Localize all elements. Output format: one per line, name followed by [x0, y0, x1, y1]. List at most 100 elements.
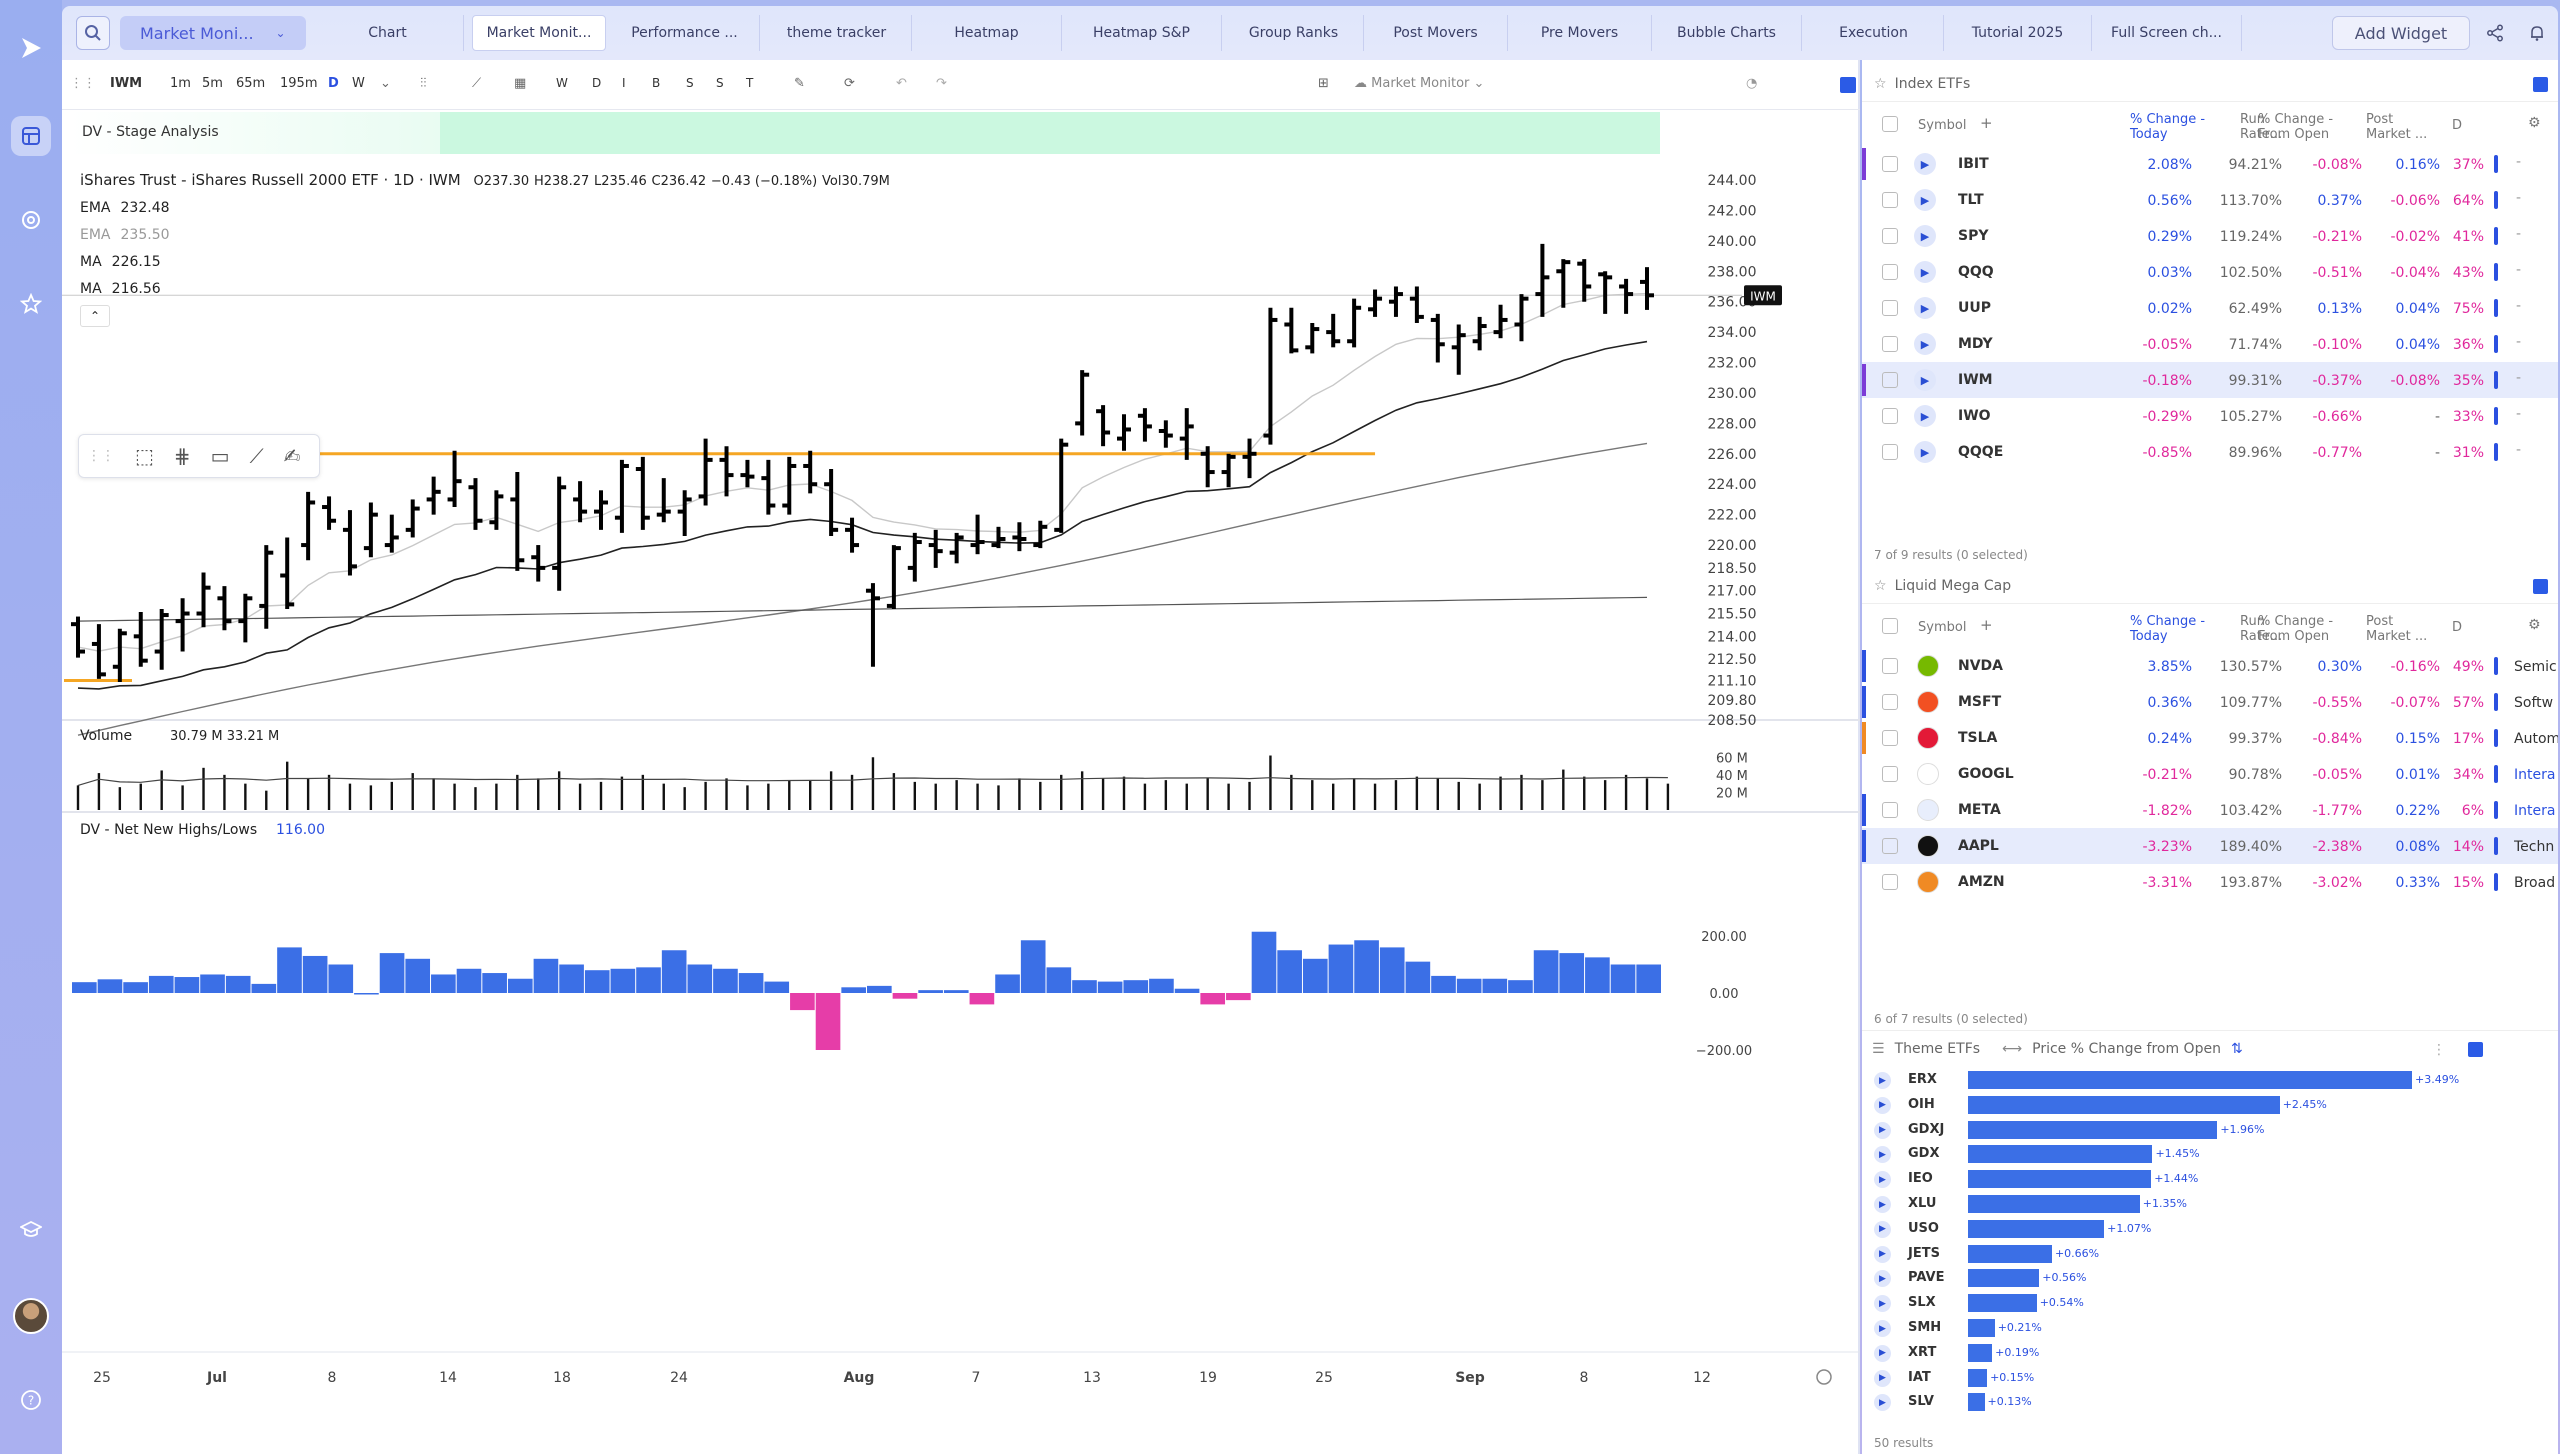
table-row[interactable]: ▶ IWO -0.29% 105.27% -0.66% -33% -: [1862, 398, 2558, 434]
play-icon[interactable]: ▶: [1874, 1196, 1891, 1213]
list-item[interactable]: ▶ JETS +0.66%: [1862, 1242, 2558, 1266]
table-row[interactable]: ▶ QQQE -0.85% 89.96% -0.77% -31% -: [1862, 434, 2558, 470]
list-item[interactable]: ▶ PAVE +0.56%: [1862, 1266, 2558, 1290]
share-icon[interactable]: [2480, 15, 2510, 51]
toolbar-letter-button[interactable]: B: [652, 76, 661, 90]
table-row[interactable]: ▶ MDY -0.05% 71.74% -0.10% 0.04% 36% -: [1862, 326, 2558, 362]
table-row[interactable]: ▶ UUP 0.02% 62.49% 0.13% 0.04% 75% -: [1862, 290, 2558, 326]
play-icon[interactable]: ▶: [1914, 369, 1936, 391]
column-header[interactable]: % Change - From Open: [2258, 614, 2334, 644]
symbol-field[interactable]: IWM: [110, 76, 143, 91]
toolbar-letter-button[interactable]: I: [622, 76, 626, 90]
line-tool-icon[interactable]: ⟋: [249, 444, 264, 468]
toolbar-letter-button[interactable]: W: [556, 76, 568, 90]
price-chart[interactable]: 244.00242.00240.00238.00236.00234.00232.…: [62, 156, 1860, 1454]
learn-icon[interactable]: [11, 1210, 51, 1250]
list-item[interactable]: ▶ IEO +1.44%: [1862, 1167, 2558, 1191]
row-checkbox[interactable]: [1882, 802, 1898, 818]
table-row[interactable]: ▶ SPY 0.29% 119.24% -0.21% -0.02% 41% -: [1862, 218, 2558, 254]
column-header[interactable]: Post Market ...: [2366, 614, 2428, 644]
column-header[interactable]: Post Market ...: [2366, 112, 2428, 142]
table-row[interactable]: AMZN -3.31% 193.87% -3.02% 0.33% 15% Broad: [1862, 864, 2558, 900]
row-checkbox[interactable]: [1882, 766, 1898, 782]
tab-item[interactable]: Pre Movers: [1508, 15, 1652, 51]
drag-handle-icon[interactable]: ⋮⋮: [87, 448, 115, 464]
pencil-icon[interactable]: ✎: [794, 76, 805, 91]
play-icon[interactable]: ▶: [1874, 1394, 1891, 1412]
play-icon[interactable]: ▶: [1914, 225, 1936, 247]
toolbar-letter-button[interactable]: S: [686, 76, 694, 90]
settings-icon[interactable]: [1816, 1369, 1832, 1385]
column-header[interactable]: Run Rate...: [2240, 614, 2283, 644]
add-column-icon[interactable]: +: [1980, 616, 1993, 634]
table-row[interactable]: META -1.82% 103.42% -1.77% 0.22% 6% Intera: [1862, 792, 2558, 828]
metric-select[interactable]: Price % Change from Open: [2032, 1040, 2221, 1057]
widget-color-icon[interactable]: [2468, 1042, 2483, 1057]
row-checkbox[interactable]: [1882, 372, 1898, 388]
play-icon[interactable]: ▶: [1874, 1295, 1891, 1313]
redo-icon[interactable]: ↷: [936, 76, 947, 91]
gear-icon[interactable]: ⚙: [2528, 115, 2541, 131]
interval-button[interactable]: D: [328, 76, 339, 91]
play-icon[interactable]: ▶: [1874, 1344, 1891, 1362]
tab-item[interactable]: Execution: [1804, 15, 1944, 51]
undo-icon[interactable]: ↶: [896, 76, 907, 91]
column-header[interactable]: D: [2452, 620, 2463, 635]
row-checkbox[interactable]: [1882, 300, 1898, 316]
play-icon[interactable]: ▶: [1914, 441, 1936, 463]
row-checkbox[interactable]: [1882, 336, 1898, 352]
tab-item[interactable]: Full Screen ch...: [2092, 15, 2242, 51]
row-checkbox[interactable]: [1882, 730, 1898, 746]
toolbar-letter-button[interactable]: D: [592, 76, 602, 90]
add-column-icon[interactable]: +: [1980, 114, 1993, 132]
play-icon[interactable]: ▶: [1874, 1220, 1891, 1238]
chart-toggle-icon[interactable]: ⟷: [2002, 1040, 2023, 1057]
list-item[interactable]: ▶ GDXJ +1.96%: [1862, 1118, 2558, 1142]
sort-icon[interactable]: ⇅: [2230, 1040, 2243, 1057]
list-item[interactable]: ▶ XRT +0.19%: [1862, 1341, 2558, 1365]
watchlist-icon[interactable]: [11, 284, 51, 324]
row-checkbox[interactable]: [1882, 156, 1898, 172]
indicators-icon[interactable]: ⫶⫶: [420, 76, 427, 91]
more-icon[interactable]: ⋮: [2432, 1042, 2446, 1058]
row-checkbox[interactable]: [1882, 838, 1898, 854]
list-item[interactable]: ▶ XLU +1.35%: [1862, 1192, 2558, 1216]
select-all-checkbox[interactable]: [1882, 618, 1898, 634]
interval-button[interactable]: W: [352, 76, 365, 91]
list-item[interactable]: ▶ GDX +1.45%: [1862, 1142, 2558, 1166]
play-icon[interactable]: ▶: [1874, 1245, 1891, 1263]
play-icon[interactable]: ▶: [1914, 153, 1936, 175]
play-icon[interactable]: ▶: [1874, 1320, 1891, 1337]
tab-item[interactable]: Chart: [312, 15, 464, 51]
list-item[interactable]: ▶ SMH +0.21%: [1862, 1316, 2558, 1340]
star-icon[interactable]: ☆: [1874, 75, 1887, 92]
row-checkbox[interactable]: [1882, 694, 1898, 710]
interval-button[interactable]: 1m: [170, 76, 191, 91]
panel-color-icon[interactable]: [1840, 77, 1856, 93]
chevron-down-icon[interactable]: ⌄: [380, 76, 391, 91]
bell-icon[interactable]: [2522, 15, 2552, 51]
row-checkbox[interactable]: [1882, 192, 1898, 208]
play-icon[interactable]: ▶: [1874, 1270, 1891, 1288]
play-icon[interactable]: ▶: [1874, 1072, 1891, 1089]
help-icon[interactable]: ?: [11, 1380, 51, 1420]
note-tool-icon[interactable]: ▭: [210, 444, 230, 468]
toolbar-letter-button[interactable]: S: [716, 76, 724, 90]
tab-item[interactable]: Heatmap S&P: [1062, 15, 1222, 51]
play-icon[interactable]: ▶: [1874, 1121, 1891, 1139]
list-item[interactable]: ▶ SLV +0.13%: [1862, 1390, 2558, 1414]
scanner-icon[interactable]: [11, 200, 51, 240]
column-header[interactable]: Symbol: [1918, 118, 1967, 133]
fib-tool-icon[interactable]: ⋕: [173, 444, 191, 468]
list-item[interactable]: ▶ USO +1.07%: [1862, 1217, 2558, 1241]
row-checkbox[interactable]: [1882, 264, 1898, 280]
tab-item[interactable]: Tutorial 2025: [1944, 15, 2092, 51]
table-row[interactable]: TSLA 0.24% 99.37% -0.84% 0.15% 17% Autom: [1862, 720, 2558, 756]
widget-color-icon[interactable]: [2533, 77, 2548, 92]
table-row[interactable]: ▶ TLT 0.56% 113.70% 0.37% -0.06% 64% -: [1862, 182, 2558, 218]
interval-button[interactable]: 5m: [202, 76, 223, 91]
column-header-sorted[interactable]: % Change - Today: [2130, 112, 2206, 142]
play-icon[interactable]: ▶: [1874, 1369, 1891, 1387]
layout-icon[interactable]: ⊞: [1318, 76, 1329, 91]
play-icon[interactable]: ▶: [1874, 1146, 1891, 1164]
